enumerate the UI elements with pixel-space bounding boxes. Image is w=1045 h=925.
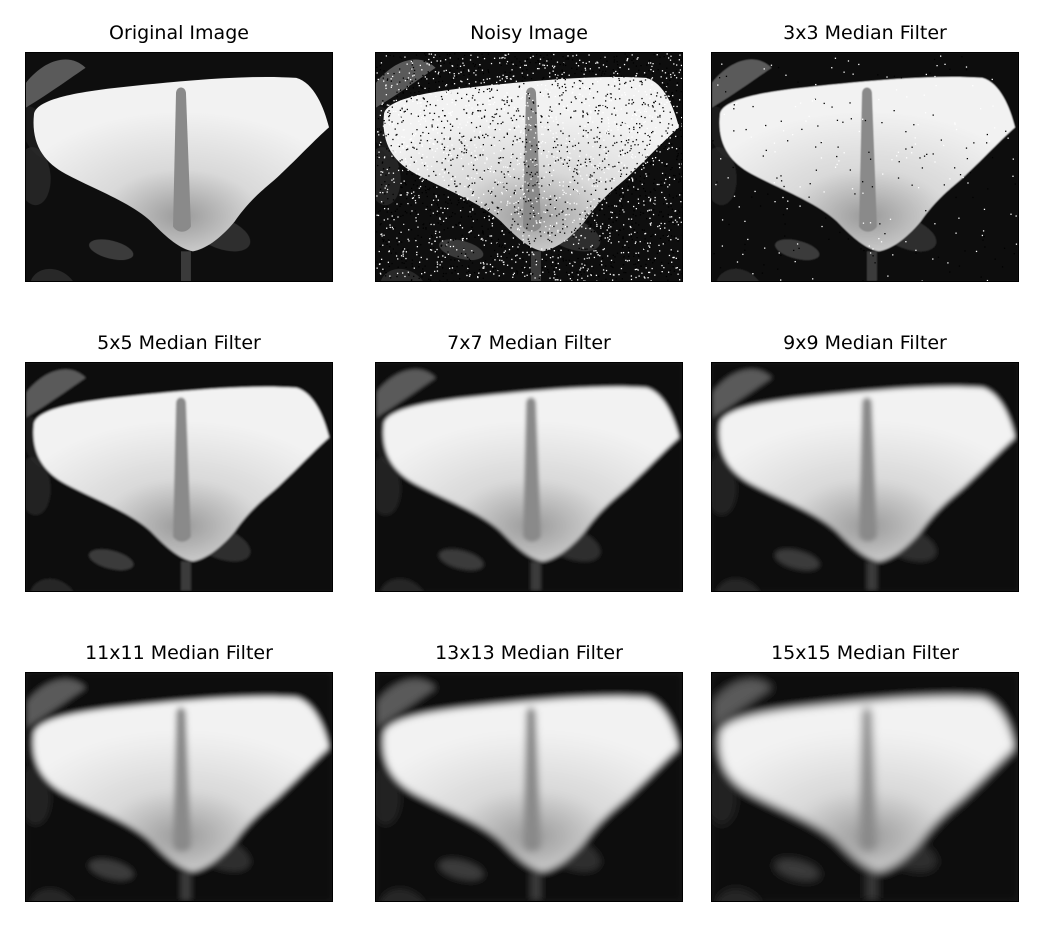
panel-1: Original Image bbox=[25, 22, 333, 282]
calla-lily-image bbox=[711, 52, 1019, 282]
calla-lily-image bbox=[711, 672, 1019, 902]
calla-lily-image bbox=[25, 52, 333, 282]
panel-3: 3x3 Median Filter bbox=[711, 22, 1019, 282]
panel-4: 5x5 Median Filter bbox=[25, 332, 333, 592]
panel-title: 3x3 Median Filter bbox=[783, 22, 947, 44]
panel-title: 7x7 Median Filter bbox=[447, 332, 611, 354]
panel-title: 5x5 Median Filter bbox=[97, 332, 261, 354]
panel-title: 13x13 Median Filter bbox=[435, 642, 623, 664]
panel-title: 9x9 Median Filter bbox=[783, 332, 947, 354]
panel-5: 7x7 Median Filter bbox=[375, 332, 683, 592]
panel-8: 13x13 Median Filter bbox=[375, 642, 683, 902]
panel-6: 9x9 Median Filter bbox=[711, 332, 1019, 592]
panel-title: 11x11 Median Filter bbox=[85, 642, 273, 664]
calla-lily-image bbox=[375, 362, 683, 592]
panel-9: 15x15 Median Filter bbox=[711, 642, 1019, 902]
panel-title: Original Image bbox=[109, 22, 249, 44]
panel-7: 11x11 Median Filter bbox=[25, 642, 333, 902]
calla-lily-image bbox=[375, 52, 683, 282]
panel-title: Noisy Image bbox=[470, 22, 588, 44]
panel-2: Noisy Image bbox=[375, 22, 683, 282]
calla-lily-image bbox=[25, 672, 333, 902]
calla-lily-image bbox=[25, 362, 333, 592]
panel-title: 15x15 Median Filter bbox=[771, 642, 959, 664]
calla-lily-image bbox=[711, 362, 1019, 592]
calla-lily-image bbox=[375, 672, 683, 902]
